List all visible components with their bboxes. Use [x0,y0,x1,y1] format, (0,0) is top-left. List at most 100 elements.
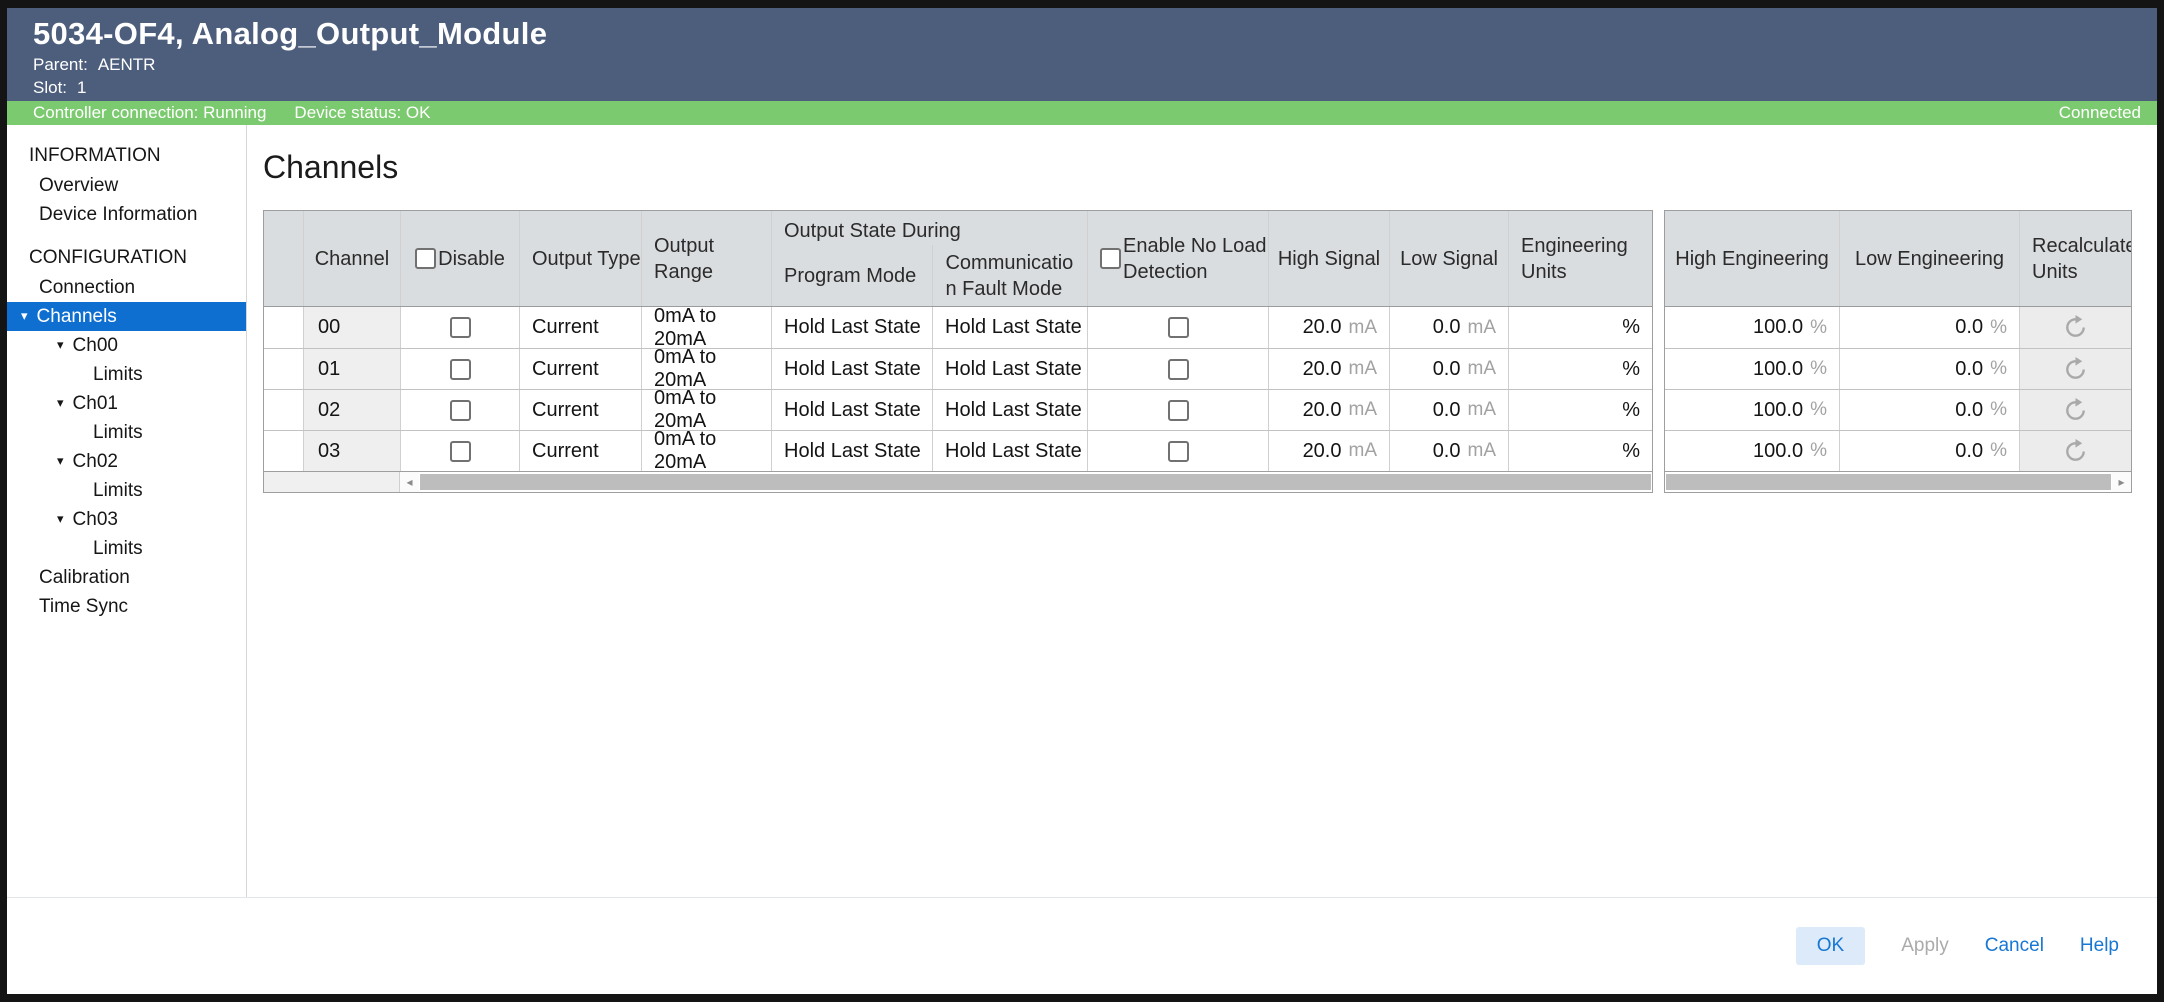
channel-cell: 01 [303,349,400,389]
disable-checkbox[interactable] [449,440,471,462]
output-type-cell[interactable]: Current [519,390,641,430]
low-signal-cell[interactable]: 0.0 mA [1389,349,1508,389]
high-signal-cell[interactable]: 20.0 mA [1268,349,1389,389]
high-engineering-cell[interactable]: 100.0% [1753,398,1827,421]
comm-fault-mode-cell[interactable]: Hold Last State [932,431,1087,471]
high-engineering-cell[interactable]: 100.0% [1753,357,1827,380]
ok-button[interactable]: OK [1795,927,1866,965]
enable-no-load-checkbox[interactable] [1167,440,1189,462]
sidebar-item-time-sync[interactable]: Time Sync [39,596,129,617]
chevron-down-icon[interactable]: ▾ [57,337,64,352]
low-engineering-cell[interactable]: 0.0% [1839,431,2019,471]
scroll-right-arrow[interactable]: ▸ [2112,472,2131,492]
sidebar-item-label: Channels [36,306,117,327]
low-signal-cell[interactable]: 0.0 mA [1389,307,1508,348]
high-engineering-header: High Engineering [1675,247,1829,270]
output-range-header: Output Range [641,211,771,306]
page-title: 5034-OF4, Analog_Output_Module [33,16,548,51]
output-type-cell[interactable]: Current [519,307,641,348]
sidebar-item-ch00[interactable]: ▾ Ch00 [7,331,246,360]
output-range-cell[interactable]: 0mA to 20mA [641,307,771,348]
output-range-cell[interactable]: 0mA to 20mA [641,390,771,430]
high-engineering-cell[interactable]: 100.0% [1753,439,1827,462]
program-mode-cell[interactable]: Hold Last State [771,431,932,471]
output-state-during-label: Output State During [784,220,961,242]
main-panel: Channels Channel Disable Output Type Out… [247,125,2157,897]
program-mode-cell[interactable]: Hold Last State [771,390,932,430]
enable-no-load-all-checkbox[interactable] [1100,248,1121,269]
engineering-units-cell[interactable]: % [1508,349,1652,389]
row-selector[interactable] [264,431,303,471]
sidebar-item-connection[interactable]: Connection [39,277,136,298]
output-type-cell[interactable]: Current [519,431,641,471]
percent-unit-label: % [1990,316,2007,338]
recalculate-units-button[interactable] [2019,307,2131,348]
row-selector[interactable] [264,390,303,430]
program-mode-cell[interactable]: Hold Last State [771,349,932,389]
sidebar-item-overview[interactable]: Overview [39,175,119,196]
sidebar-section-configuration: CONFIGURATION [29,247,187,268]
enable-no-load-checkbox[interactable] [1167,317,1189,338]
disable-checkbox[interactable] [449,358,471,380]
chevron-down-icon[interactable]: ▾ [57,511,64,526]
disable-checkbox[interactable] [449,399,471,421]
recalculate-units-button[interactable] [2019,431,2131,471]
recalculate-units-button[interactable] [2019,390,2131,430]
low-engineering-cell[interactable]: 0.0% [1839,349,2019,389]
percent-unit-label: % [1990,399,2007,420]
apply-button[interactable]: Apply [1901,935,1949,956]
sidebar-item-ch02-limits[interactable]: Limits [93,480,143,501]
low-signal-cell[interactable]: 0.0 mA [1389,431,1508,471]
enable-no-load-checkbox[interactable] [1167,358,1189,380]
help-button[interactable]: Help [2079,935,2119,956]
disable-all-checkbox[interactable] [415,248,437,269]
row-selector[interactable] [264,349,303,389]
recalculate-units-button[interactable] [2019,349,2131,389]
sidebar-item-label: Ch02 [72,451,118,472]
sidebar-item-ch00-limits[interactable]: Limits [93,364,143,385]
sidebar-item-channels[interactable]: ▾ Channels [7,302,246,331]
output-range-cell[interactable]: 0mA to 20mA [641,349,771,389]
high-signal-cell[interactable]: 20.0 mA [1268,307,1389,348]
comm-fault-mode-cell[interactable]: Hold Last State [932,349,1087,389]
enable-no-load-cell [1087,390,1268,430]
horizontal-scrollbar: ◂ [264,471,1652,492]
scrollbar-thumb[interactable] [420,474,1651,490]
status-bar: Controller connection: Running Device st… [7,101,2157,125]
comm-fault-mode-cell[interactable]: Hold Last State [932,307,1087,348]
scroll-left-arrow[interactable]: ◂ [400,472,419,492]
sidebar-item-ch02[interactable]: ▾ Ch02 [7,447,246,476]
sidebar-item-ch01-limits[interactable]: Limits [93,422,143,443]
sidebar-item-ch01[interactable]: ▾ Ch01 [7,389,246,418]
comm-fault-mode-cell[interactable]: Hold Last State [932,390,1087,430]
low-engineering-cell[interactable]: 0.0% [1839,390,2019,430]
sidebar-item-device-information[interactable]: Device Information [39,204,198,225]
chevron-down-icon[interactable]: ▾ [57,395,64,410]
low-signal-cell[interactable]: 0.0 mA [1389,390,1508,430]
high-signal-cell[interactable]: 20.0 mA [1268,390,1389,430]
table-row-right: 100.0% 0.0% [1665,307,2131,348]
disable-cell [400,349,519,389]
cancel-button[interactable]: Cancel [1984,935,2044,956]
percent-unit-label: % [1990,358,2007,379]
sidebar-item-ch03-limits[interactable]: Limits [93,538,143,559]
low-engineering-cell[interactable]: 0.0% [1839,307,2019,348]
output-range-cell[interactable]: 0mA to 20mA [641,431,771,471]
sidebar-item-ch03[interactable]: ▾ Ch03 [7,505,246,534]
ma-unit-label: mA [1348,440,1378,461]
sidebar: INFORMATION Overview Device Information … [7,125,247,897]
row-selector[interactable] [264,307,303,348]
enable-no-load-checkbox[interactable] [1167,399,1189,421]
high-signal-cell[interactable]: 20.0 mA [1268,431,1389,471]
engineering-units-cell[interactable]: % [1508,431,1652,471]
program-mode-cell[interactable]: Hold Last State [771,307,932,348]
scrollbar-thumb[interactable] [1666,474,2111,490]
output-type-cell[interactable]: Current [519,349,641,389]
sidebar-item-calibration[interactable]: Calibration [39,567,130,588]
engineering-units-cell[interactable]: % [1508,307,1652,348]
chevron-down-icon[interactable]: ▾ [57,453,64,468]
percent-unit-label: % [1810,399,1827,420]
high-engineering-cell[interactable]: 100.0% [1753,316,1827,338]
engineering-units-cell[interactable]: % [1508,390,1652,430]
disable-checkbox[interactable] [449,317,471,338]
